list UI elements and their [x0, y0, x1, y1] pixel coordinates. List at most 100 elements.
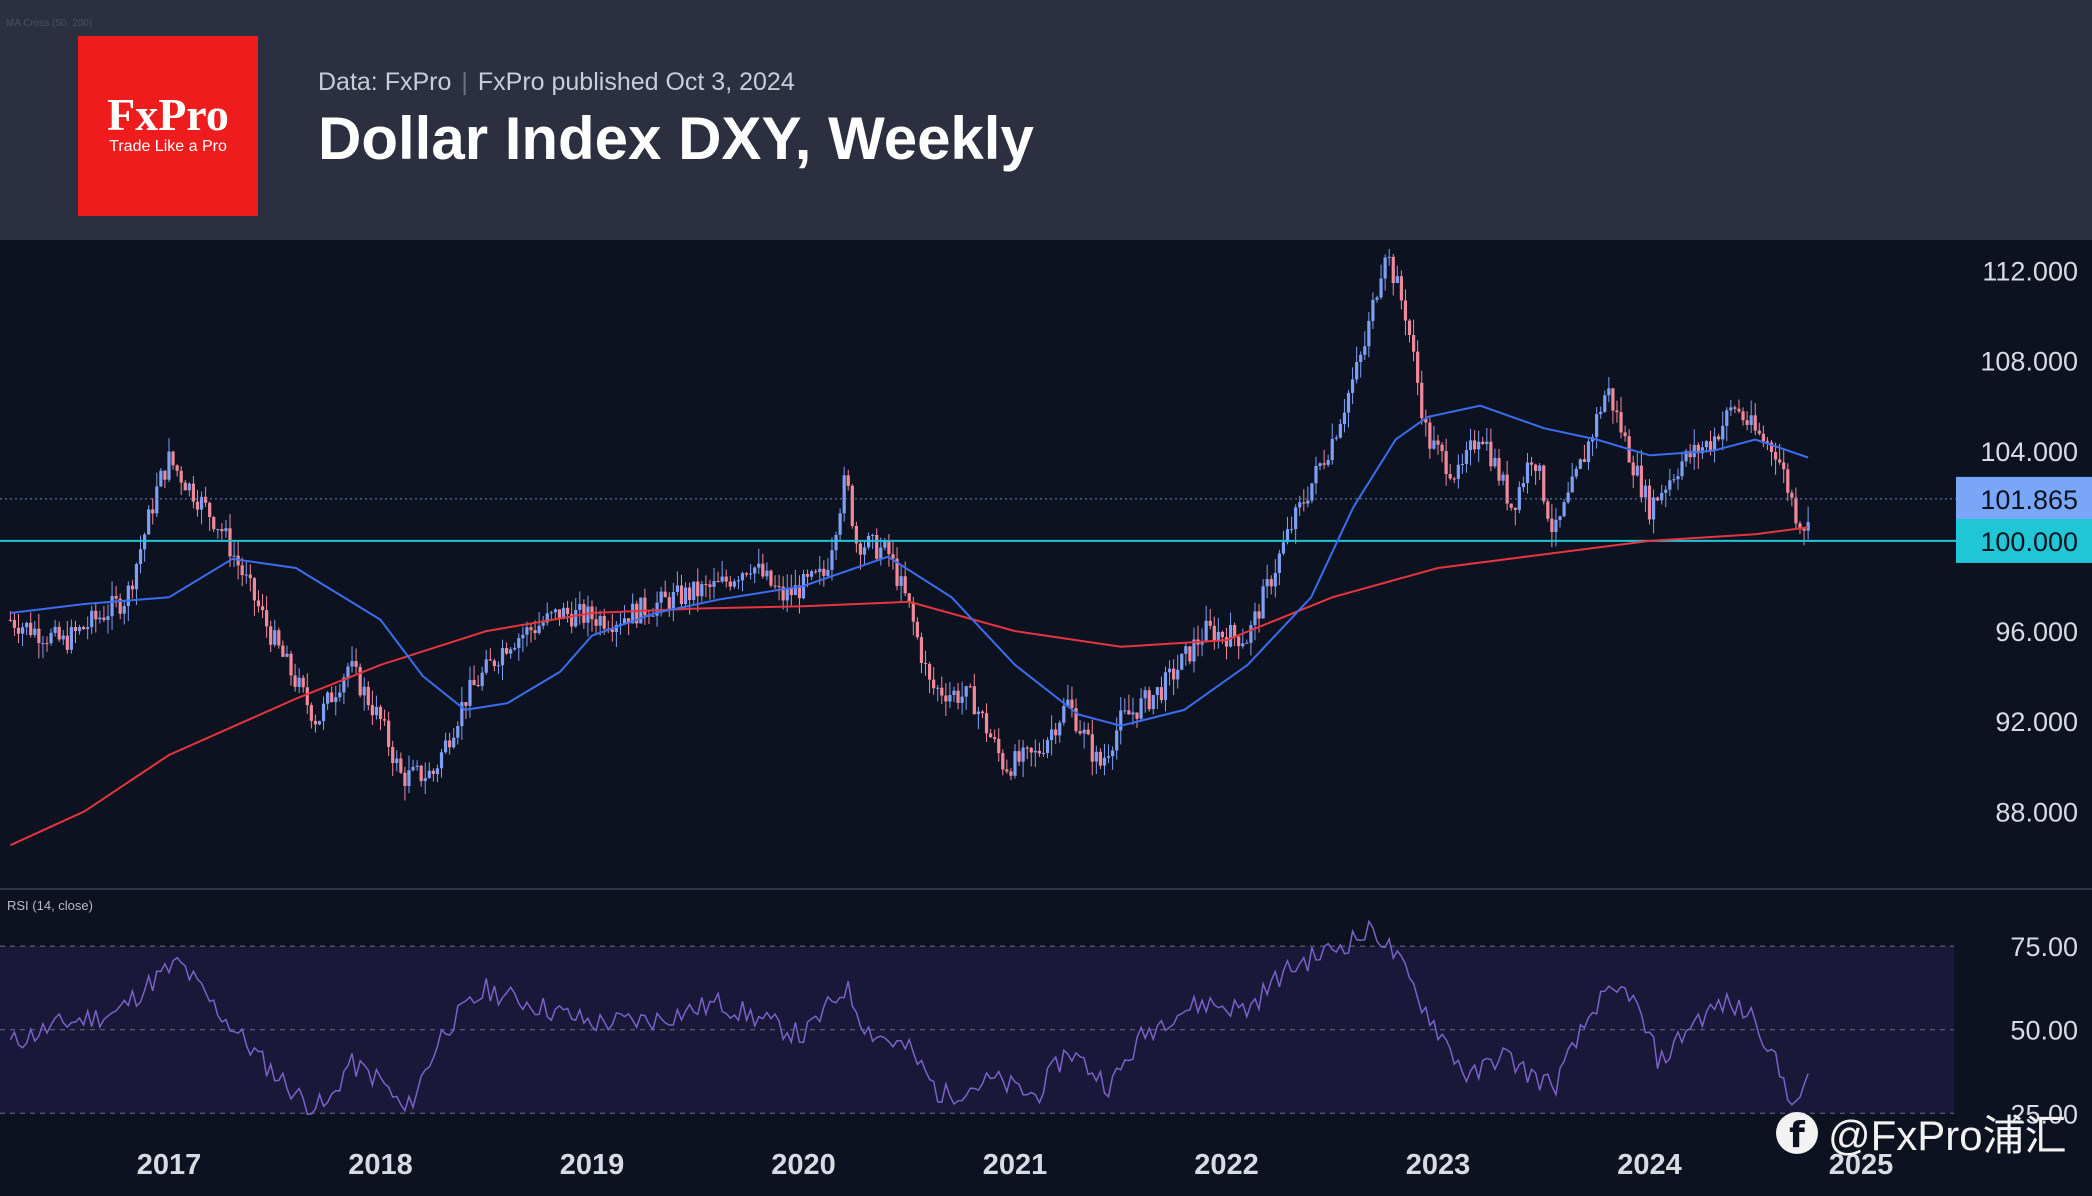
- candle-body: [1167, 668, 1172, 673]
- candle-body: [537, 625, 541, 634]
- candle-body: [33, 628, 37, 636]
- candle-body: [850, 485, 854, 526]
- candle-body: [1399, 276, 1403, 301]
- candle-body: [1749, 415, 1753, 425]
- candle-body: [1444, 451, 1448, 475]
- candle-body: [980, 711, 985, 714]
- candle-body: [1395, 276, 1399, 284]
- candle-body: [8, 619, 12, 621]
- candle-body: [301, 677, 305, 688]
- year-axis-label: 2023: [1406, 1149, 1471, 1181]
- candle-body: [1188, 646, 1192, 662]
- candle-body: [777, 586, 781, 588]
- candle-body: [1554, 519, 1558, 533]
- candle-body: [797, 585, 802, 599]
- candle-body: [395, 758, 399, 764]
- candle-body: [1700, 447, 1704, 454]
- candle-body: [1717, 436, 1721, 440]
- candle-body: [1403, 300, 1408, 321]
- candle-body: [1119, 710, 1123, 731]
- candle-body: [1249, 625, 1253, 643]
- candle-body: [561, 607, 566, 619]
- rsi-band: [0, 946, 1954, 1114]
- candle-body: [1619, 412, 1623, 433]
- candle-body: [1737, 408, 1741, 412]
- candle-body: [1517, 487, 1521, 510]
- candle-body: [521, 634, 525, 639]
- candle-body: [1005, 769, 1009, 772]
- candle-body: [1082, 729, 1086, 734]
- candle-body: [69, 627, 73, 650]
- candle-body: [1688, 450, 1692, 458]
- candle-body: [1611, 388, 1615, 411]
- candle-body: [1367, 320, 1371, 347]
- candle-body: [1045, 740, 1050, 753]
- candle-body: [1432, 440, 1436, 449]
- candle-body: [1631, 462, 1635, 476]
- candle-body: [220, 529, 224, 532]
- candle-body: [875, 534, 879, 559]
- candle-body: [1379, 278, 1383, 298]
- candle-body: [500, 648, 505, 666]
- rsi-axis-label: 50.00: [2010, 1016, 2078, 1046]
- candle-body: [419, 765, 423, 782]
- candle-body: [1289, 529, 1294, 531]
- candle-body: [688, 587, 692, 600]
- price-axis-label: 96.000: [1995, 617, 2078, 647]
- candle-body: [183, 482, 187, 491]
- candle-body: [1062, 705, 1066, 723]
- candle-body: [1558, 516, 1562, 520]
- candle-body: [37, 628, 41, 644]
- candle-body: [671, 592, 675, 610]
- candle-body: [1452, 478, 1456, 480]
- candle-body: [1566, 492, 1570, 503]
- candle-body: [1277, 553, 1281, 573]
- candle-body: [1729, 407, 1733, 411]
- candle-body: [1656, 497, 1660, 501]
- candle-body: [903, 576, 907, 594]
- candle-body: [1391, 256, 1395, 284]
- candle-body: [907, 593, 911, 603]
- candle-body: [126, 585, 130, 607]
- candle-body: [1029, 747, 1033, 753]
- candle-body: [273, 630, 277, 645]
- candle-body: [610, 629, 614, 632]
- candle-body: [984, 713, 989, 734]
- candle-body: [443, 740, 448, 753]
- candle-body: [232, 555, 236, 557]
- candle-body: [179, 470, 183, 483]
- candle-body: [919, 637, 924, 663]
- candle-body: [529, 627, 533, 631]
- candle-body: [212, 517, 216, 530]
- candle-body: [1310, 483, 1314, 501]
- candle-body: [342, 677, 346, 693]
- candle-body: [297, 677, 301, 687]
- candle-body: [1790, 492, 1794, 498]
- candle-body: [1615, 410, 1619, 413]
- candle-body: [94, 610, 98, 620]
- year-axis-label: 2020: [771, 1149, 836, 1181]
- candle-body: [1786, 469, 1790, 493]
- candle-body: [240, 565, 244, 576]
- candle-body: [826, 569, 830, 576]
- candle-body: [887, 540, 891, 555]
- candle-body: [1245, 642, 1249, 644]
- candle-body: [1753, 415, 1757, 431]
- candle-body: [484, 659, 488, 673]
- candle-body: [86, 627, 90, 630]
- candle-body: [1172, 668, 1176, 680]
- candle-body: [1546, 501, 1550, 519]
- candle-body: [736, 580, 741, 582]
- candle-body: [175, 465, 179, 471]
- candle-body: [110, 596, 114, 617]
- candle-body: [1497, 457, 1501, 481]
- candle-body: [269, 626, 273, 645]
- candle-body: [285, 653, 289, 657]
- candle-body: [618, 623, 623, 625]
- candle-body: [118, 598, 122, 614]
- year-axis-label: 2019: [560, 1149, 625, 1181]
- candle-body: [1574, 468, 1578, 477]
- candle-body: [692, 581, 696, 600]
- candle-body: [1094, 751, 1098, 762]
- candle-body: [366, 686, 370, 706]
